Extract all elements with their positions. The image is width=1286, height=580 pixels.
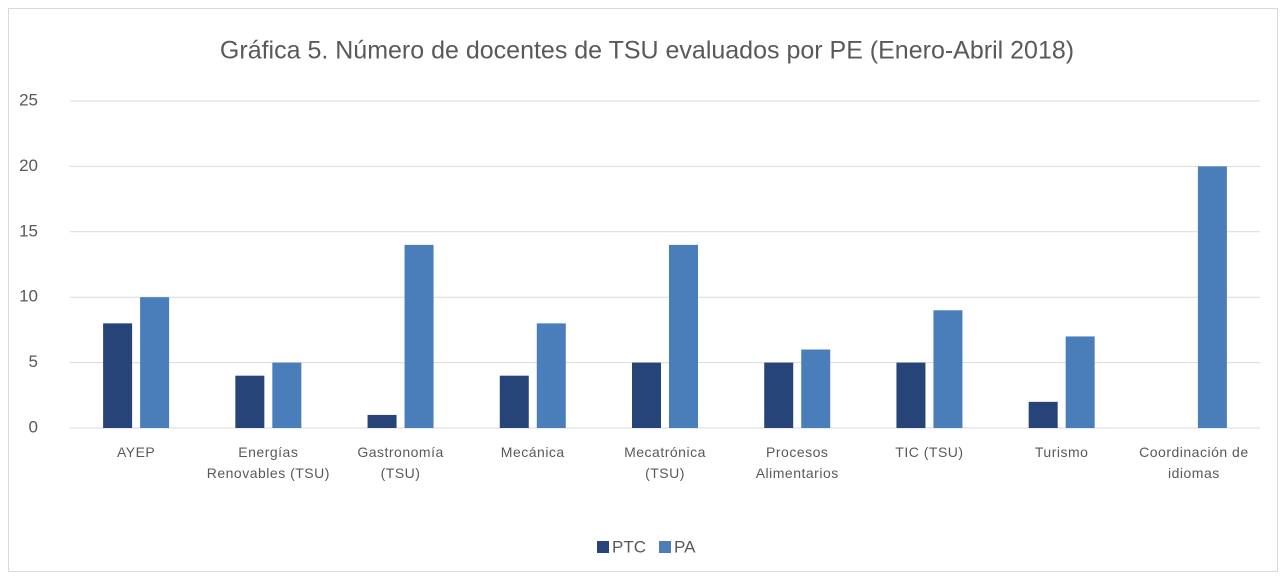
bar	[1028, 401, 1058, 428]
x-tick-label: Mecatrónica (TSU)	[624, 444, 706, 481]
bar	[632, 362, 661, 428]
legend-label: PA	[674, 537, 696, 556]
bar	[764, 362, 794, 428]
legend-swatch	[597, 541, 609, 553]
x-tick-label: Procesos Alimentarios	[755, 444, 839, 481]
bar	[404, 244, 434, 428]
bar	[669, 244, 698, 428]
bar	[801, 349, 831, 428]
bar	[933, 310, 963, 428]
y-tick-label: 15	[19, 221, 38, 240]
legend-swatch	[659, 541, 671, 553]
bar	[1065, 336, 1095, 428]
legend-label: PTC	[612, 537, 646, 556]
bar	[367, 414, 397, 428]
x-tick-label: AYEP	[116, 444, 156, 460]
bar	[103, 323, 133, 428]
bar	[272, 362, 302, 428]
bar	[896, 362, 926, 428]
chart-border	[8, 8, 1278, 572]
bar	[536, 323, 566, 428]
bar	[499, 375, 529, 428]
x-tick-label: Gastronomía (TSU)	[357, 444, 444, 481]
bar	[140, 297, 170, 428]
x-tick-label: TIC (TSU)	[895, 444, 964, 460]
bar	[1197, 166, 1227, 428]
x-tick-label: Turismo	[1034, 444, 1089, 460]
y-tick-label: 0	[29, 417, 38, 436]
y-tick-label: 20	[19, 156, 38, 175]
x-tick-label: Coordinación de idiomas	[1139, 444, 1249, 481]
x-tick-label: Mecánica	[500, 444, 565, 460]
y-tick-label: 25	[19, 90, 38, 109]
y-tick-label: 10	[19, 287, 38, 306]
bar	[235, 375, 265, 428]
chart-title: Gráfica 5. Número de docentes de TSU eva…	[220, 37, 1074, 65]
x-tick-label: Energías Renovables (TSU)	[206, 444, 330, 481]
y-tick-label: 5	[29, 352, 38, 371]
